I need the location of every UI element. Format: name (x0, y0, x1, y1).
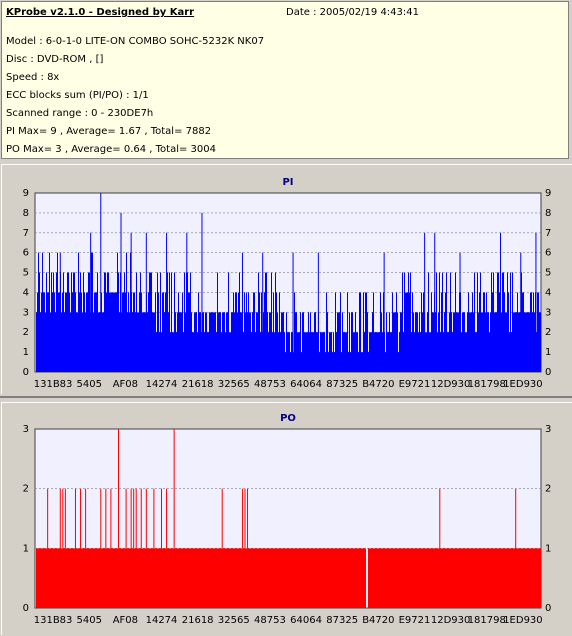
po-ytick-right: 2 (545, 484, 551, 495)
pi-chart: PI 0 0 1 1 2 2 3 3 4 4 5 5 6 6 7 7 8 8 9 9 131B83 5405 AF08 1427… (23, 177, 552, 390)
pi-ytick-right: 0 (545, 367, 551, 378)
pi-ytick-left: 9 (23, 188, 29, 199)
po-xtick: E9721 (399, 615, 431, 626)
model-line: Model : 6-0-1-0 LITE-ON COMBO SOHC-5232K… (6, 36, 265, 47)
pi-xtick: 64064 (290, 379, 322, 390)
pi-ytick-left: 3 (23, 307, 29, 318)
po-bars (36, 429, 541, 608)
po-xtick: AF08 (113, 615, 138, 626)
po-xtick: 1ED930 (503, 615, 542, 626)
range-line: Scanned range : 0 - 230DE7h (6, 108, 154, 119)
pi-chart-panel: PI 0 0 1 1 2 2 3 3 4 4 5 5 6 6 7 7 8 8 9 9 131B83 5405 AF08 1427… (1, 164, 572, 394)
pi-ytick-left: 5 (23, 268, 29, 279)
pi-xtick: E9721 (399, 379, 431, 390)
po-xtick: 21618 (182, 615, 214, 626)
po-summary-line: PO Max= 3 , Average= 0.64 , Total= 3004 (6, 144, 216, 155)
pi-bars (36, 193, 541, 372)
po-xtick: B4720 (362, 615, 394, 626)
pi-ytick-right: 1 (545, 347, 551, 358)
scan-date: Date : 2005/02/19 4:43:41 (286, 7, 419, 18)
pi-ytick-left: 6 (23, 248, 29, 259)
pi-ytick-right: 8 (545, 208, 551, 219)
pi-xtick: 21618 (182, 379, 214, 390)
pi-xtick: 32565 (218, 379, 250, 390)
po-ytick-right: 0 (545, 603, 551, 614)
po-ytick-right: 3 (545, 424, 551, 435)
pi-summary-line: PI Max= 9 , Average= 1.67 , Total= 7882 (6, 126, 212, 137)
chart-divider (0, 396, 572, 398)
speed-line: Speed : 8x (6, 72, 60, 83)
pi-ytick-right: 6 (545, 248, 551, 259)
pi-ytick-right: 3 (545, 307, 551, 318)
pi-ytick-right: 5 (545, 268, 551, 279)
po-xtick: 5405 (76, 615, 101, 626)
po-xtick: 131B83 (34, 615, 73, 626)
po-xtick: 48753 (254, 615, 286, 626)
po-xtick: 87325 (326, 615, 358, 626)
po-ytick-left: 2 (23, 484, 29, 495)
pi-ytick-right: 2 (545, 327, 551, 338)
pi-chart-title: PI (282, 177, 293, 188)
pi-xtick: 5405 (76, 379, 101, 390)
pi-ytick-left: 4 (23, 287, 29, 298)
po-xtick: 14274 (146, 615, 178, 626)
pi-ytick-left: 8 (23, 208, 29, 219)
po-chart-panel: PO 0 0 1 1 2 2 3 3 131B83 5405 AF08 14274 21618 32565 4… (1, 402, 572, 635)
po-xtick: 64064 (290, 615, 322, 626)
pi-ytick-left: 1 (23, 347, 29, 358)
pi-xtick: 14274 (146, 379, 178, 390)
info-panel: KProbe v2.1.0 - Designed by Karr Date : … (1, 1, 569, 159)
po-ytick-left: 1 (23, 543, 29, 554)
po-chart: PO 0 0 1 1 2 2 3 3 131B83 5405 AF08 14274 21618 32565 4… (23, 413, 552, 626)
pi-xtick: 131B83 (34, 379, 73, 390)
po-ytick-right: 1 (545, 543, 551, 554)
disc-line: Disc : DVD-ROM , [] (6, 54, 104, 65)
po-xtick: 12D930 (431, 615, 471, 626)
po-chart-title: PO (280, 413, 296, 424)
ecc-line: ECC blocks sum (PI/PO) : 1/1 (6, 90, 149, 101)
po-ytick-left: 0 (23, 603, 29, 614)
po-ytick-left: 3 (23, 424, 29, 435)
po-xtick: 32565 (218, 615, 250, 626)
pi-ytick-left: 7 (23, 228, 29, 239)
pi-ytick-left: 2 (23, 327, 29, 338)
pi-xtick: 181798 (468, 379, 506, 390)
pi-ytick-right: 9 (545, 188, 551, 199)
pi-ytick-left: 0 (23, 367, 29, 378)
pi-xtick: 12D930 (431, 379, 471, 390)
pi-xtick: 48753 (254, 379, 286, 390)
pi-ytick-right: 4 (545, 287, 551, 298)
pi-xtick: 1ED930 (503, 379, 542, 390)
pi-ytick-right: 7 (545, 228, 551, 239)
pi-xtick: B4720 (362, 379, 394, 390)
po-xtick: 181798 (468, 615, 506, 626)
pi-xtick: 87325 (326, 379, 358, 390)
pi-xtick: AF08 (113, 379, 138, 390)
app-title: KProbe v2.1.0 - Designed by Karr (6, 7, 195, 18)
